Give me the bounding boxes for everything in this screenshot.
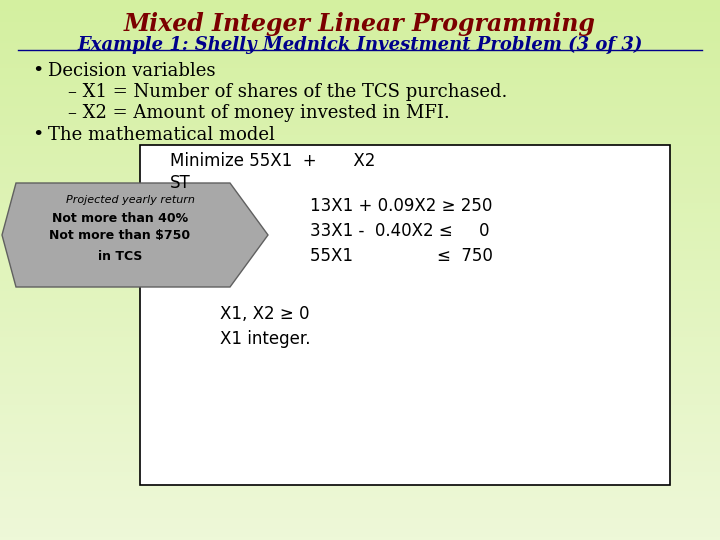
Text: Projected yearly return: Projected yearly return [66,195,194,205]
Polygon shape [2,183,268,287]
Text: Example 1: Shelly Mednick Investment Problem (3 of 3): Example 1: Shelly Mednick Investment Pro… [77,36,643,54]
Text: Not more than 40%: Not more than 40% [52,212,188,225]
Text: Minimize 55X1  +       X2: Minimize 55X1 + X2 [170,152,375,170]
Text: 13X1 + 0.09X2 ≥ 250: 13X1 + 0.09X2 ≥ 250 [310,197,492,215]
Text: in TCS: in TCS [98,250,142,263]
Text: X1 integer.: X1 integer. [220,330,310,348]
Text: – X1 = Number of shares of the TCS purchased.: – X1 = Number of shares of the TCS purch… [68,83,508,101]
Text: ST: ST [170,174,191,192]
Text: 33X1 -  0.40X2 ≤     0: 33X1 - 0.40X2 ≤ 0 [310,222,490,240]
Text: Mixed Integer Linear Programming: Mixed Integer Linear Programming [124,12,596,36]
Text: •: • [32,126,43,144]
Text: Not more than $750: Not more than $750 [50,229,191,242]
Text: •: • [32,62,43,80]
Text: The mathematical model: The mathematical model [48,126,275,144]
Text: 55X1                ≤  750: 55X1 ≤ 750 [310,247,493,265]
FancyBboxPatch shape [140,145,670,485]
Text: – X2 = Amount of money invested in MFI.: – X2 = Amount of money invested in MFI. [68,104,450,122]
Text: Decision variables: Decision variables [48,62,215,80]
Text: X1, X2 ≥ 0: X1, X2 ≥ 0 [220,305,310,323]
